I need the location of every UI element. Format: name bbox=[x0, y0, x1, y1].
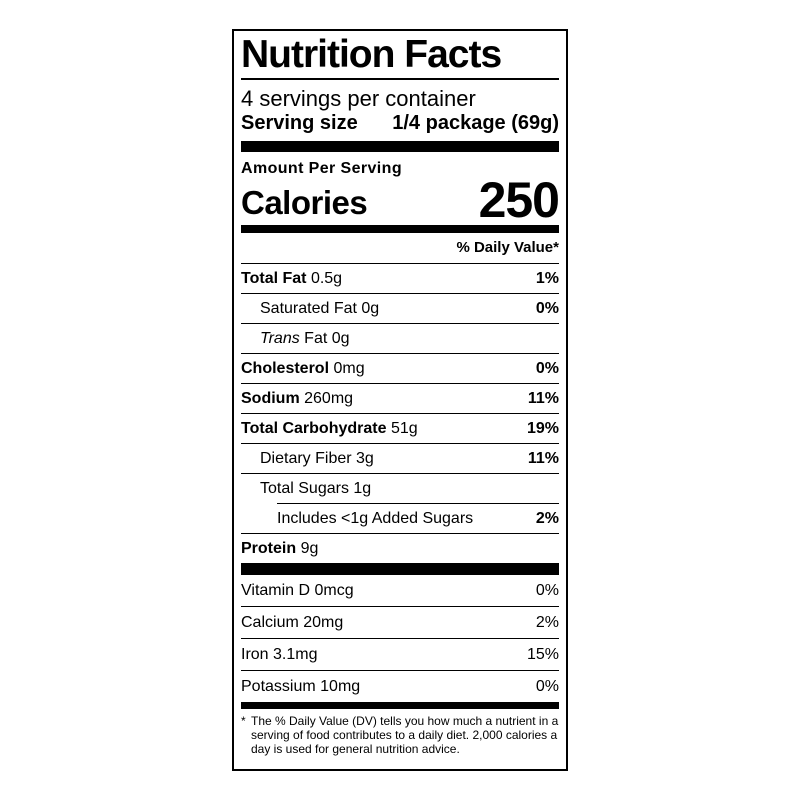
nutrient-name: Cholesterol bbox=[241, 360, 330, 377]
nutrient-name: Sodium bbox=[241, 390, 300, 407]
vitamin-dv: 0% bbox=[535, 678, 559, 695]
nutrient-row-total-carbohydrate: Total Carbohydrate 51g 19% bbox=[241, 413, 559, 443]
vitamin-name: Potassium bbox=[241, 678, 316, 695]
nutrient-name: Total Sugars bbox=[260, 480, 349, 497]
calories-value: 250 bbox=[478, 172, 560, 228]
nutrient-name: Includes <1g Added Sugars bbox=[277, 510, 474, 527]
vitamin-dv: 15% bbox=[526, 646, 559, 663]
nutrient-amount: 51g bbox=[390, 420, 418, 437]
nutrient-dv: 0% bbox=[535, 300, 559, 317]
nutrient-row-sodium: Sodium 260mg 11% bbox=[241, 383, 559, 413]
nutrient-amount: 0.5g bbox=[310, 270, 343, 287]
thick-bar-separator bbox=[241, 563, 559, 575]
nutrient-dv: 19% bbox=[526, 420, 559, 437]
nutrient-row-total-sugars: Total Sugars 1g bbox=[241, 473, 559, 503]
amount-per-serving-heading: Amount Per Serving bbox=[241, 160, 403, 177]
vitamin-dv: 2% bbox=[535, 614, 559, 631]
servings-per-container: 4 servings per container bbox=[241, 86, 476, 111]
nutrient-row-cholesterol: Cholesterol 0mg 0% bbox=[241, 353, 559, 383]
nutrient-dv: 1% bbox=[535, 270, 559, 287]
footnote-asterisk: * bbox=[241, 714, 246, 728]
nutrient-amount: 260mg bbox=[304, 390, 354, 407]
nutrient-row-trans-fat: Trans Fat 0g bbox=[241, 323, 559, 353]
nutrient-name: Dietary Fiber bbox=[260, 450, 352, 467]
nutrient-name: Fat bbox=[304, 330, 328, 347]
vitamin-dv: 0% bbox=[535, 582, 559, 599]
nutrient-amount: 0mg bbox=[333, 360, 365, 377]
nutrient-row-protein: Protein 9g bbox=[241, 533, 559, 563]
nutrient-amount: 0g bbox=[361, 300, 380, 317]
medium-bar-separator bbox=[241, 225, 559, 233]
nutrient-row-saturated-fat: Saturated Fat 0g 0% bbox=[241, 293, 559, 323]
vitamin-name: Iron bbox=[241, 646, 269, 663]
label-title: Nutrition Facts bbox=[241, 31, 559, 80]
footnote-text: The % Daily Value (DV) tells you how muc… bbox=[251, 714, 559, 756]
vitamin-row-vitamin-d: Vitamin D 0mcg 0% bbox=[241, 575, 559, 606]
vitamin-name: Vitamin D bbox=[241, 582, 311, 599]
nutrient-dv: 2% bbox=[535, 510, 559, 527]
daily-value-header: % Daily Value* bbox=[456, 239, 559, 256]
vitamin-amount: 20mg bbox=[303, 614, 344, 631]
nutrient-name-italic: Trans bbox=[260, 330, 300, 347]
nutrient-amount: 9g bbox=[300, 540, 319, 557]
nutrient-amount: 1g bbox=[353, 480, 372, 497]
nutrient-row-total-fat: Total Fat 0.5g 1% bbox=[241, 263, 559, 293]
nutrient-dv: 11% bbox=[527, 390, 559, 407]
vitamin-row-potassium: Potassium 10mg 0% bbox=[241, 670, 559, 702]
serving-size-row: Serving size 1/4 package (69g) bbox=[241, 112, 559, 141]
footnote: * The % Daily Value (DV) tells you how m… bbox=[241, 709, 559, 762]
nutrition-facts-label: Nutrition Facts 4 servings per container… bbox=[232, 29, 568, 771]
nutrient-dv: 11% bbox=[527, 450, 559, 467]
nutrient-name: Protein bbox=[241, 540, 297, 557]
nutrient-amount: 0g bbox=[331, 330, 350, 347]
nutrient-row-dietary-fiber: Dietary Fiber 3g 11% bbox=[241, 443, 559, 473]
vitamin-amount: 0mcg bbox=[314, 582, 354, 599]
thick-bar-separator bbox=[241, 141, 559, 152]
nutrient-name: Total Carbohydrate bbox=[241, 420, 387, 437]
calories-row: Calories 250 bbox=[241, 172, 560, 228]
serving-size-label: Serving size bbox=[241, 112, 358, 134]
medium-bar-separator bbox=[241, 702, 559, 709]
nutrient-row-added-sugars: Includes <1g Added Sugars 2% bbox=[277, 503, 559, 533]
vitamin-row-calcium: Calcium 20mg 2% bbox=[241, 606, 559, 638]
vitamin-name: Calcium bbox=[241, 614, 299, 631]
calories-label: Calories bbox=[241, 184, 368, 221]
vitamin-amount: 3.1mg bbox=[273, 646, 318, 663]
vitamin-row-iron: Iron 3.1mg 15% bbox=[241, 638, 559, 670]
nutrient-name: Saturated Fat bbox=[260, 300, 357, 317]
nutrient-amount: 3g bbox=[356, 450, 374, 467]
serving-size-value: 1/4 package (69g) bbox=[392, 112, 559, 134]
nutrient-name: Total Fat bbox=[241, 270, 307, 287]
nutrient-dv: 0% bbox=[535, 360, 559, 377]
vitamin-amount: 10mg bbox=[320, 678, 361, 695]
